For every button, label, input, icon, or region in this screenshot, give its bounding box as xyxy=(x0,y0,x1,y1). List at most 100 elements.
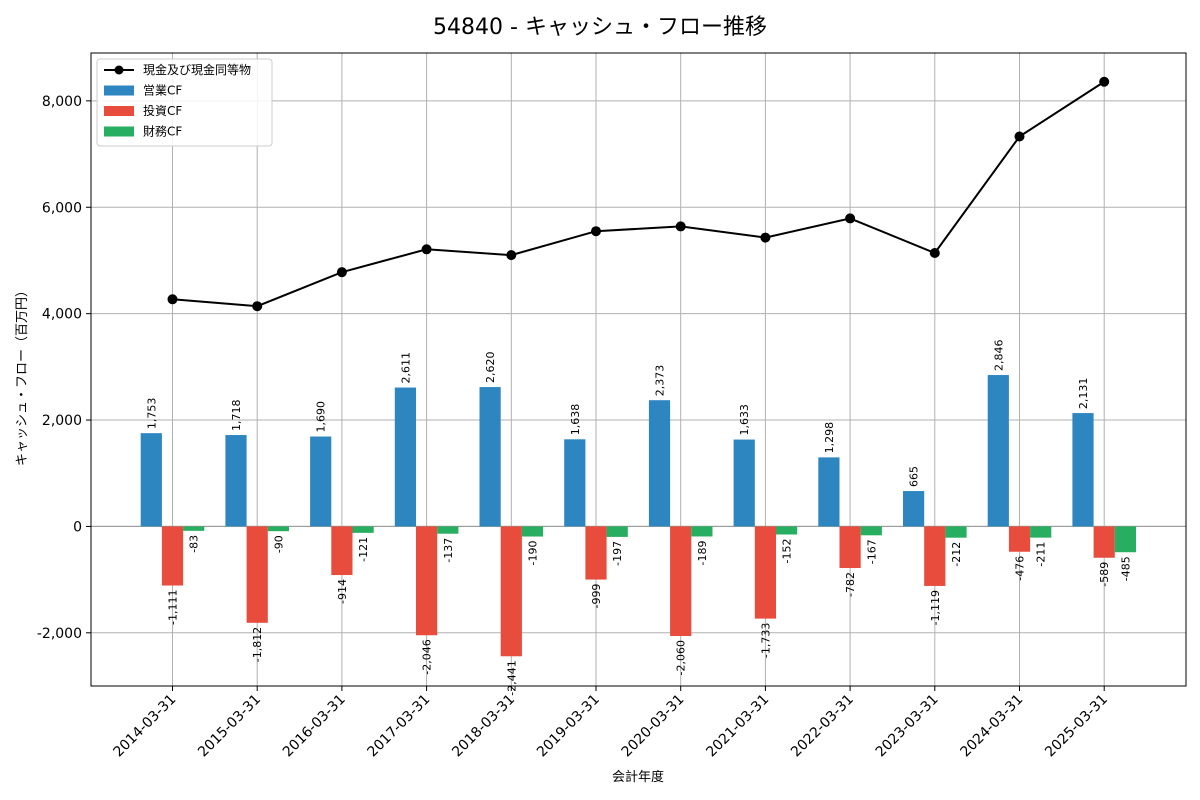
cash-line-path xyxy=(172,80,1105,308)
data-label: 665 xyxy=(908,466,921,487)
data-label: -476 xyxy=(1014,556,1027,581)
data-label: -137 xyxy=(442,538,455,563)
cash-point xyxy=(252,301,263,312)
data-label: -197 xyxy=(611,541,624,566)
x-axis-label: 会計年度 xyxy=(612,769,664,785)
bar-投資CF xyxy=(161,526,184,586)
y-tick-label: 4,000 xyxy=(42,307,82,323)
data-label: 1,718 xyxy=(230,400,243,432)
y-axis-ticks: -2,000 0 2,000 4,000 6,000 8,000 xyxy=(37,94,91,642)
bar-財務CF xyxy=(945,526,967,538)
cash-point xyxy=(506,250,517,261)
bar-財務CF xyxy=(352,526,374,533)
data-label: -212 xyxy=(950,542,963,567)
legend-label: 財務CF xyxy=(143,124,182,139)
bar-財務CF xyxy=(521,526,544,537)
data-label: -914 xyxy=(336,579,349,604)
plot-frame xyxy=(90,52,1187,687)
x-tick-label: 2022-03-31 xyxy=(788,692,857,761)
cash-point xyxy=(845,213,856,224)
data-label: 2,373 xyxy=(654,365,667,397)
bar-財務CF xyxy=(183,526,205,531)
bar-財務CF xyxy=(437,526,459,534)
legend-label: 現金及び現金同等物 xyxy=(143,62,251,77)
x-tick-label: 2014-03-31 xyxy=(110,692,179,761)
data-label: 1,638 xyxy=(569,404,582,436)
cash-point xyxy=(760,232,771,243)
data-label: -167 xyxy=(865,539,878,564)
bar-投資CF xyxy=(1093,526,1115,558)
data-label: -1,733 xyxy=(759,623,772,658)
bar-投資CF xyxy=(1008,526,1031,552)
x-tick-label: 2024-03-31 xyxy=(957,692,1026,761)
bar-財務CF xyxy=(1114,526,1136,553)
bar-投資CF xyxy=(331,526,353,576)
cash-point xyxy=(167,294,178,305)
y-axis-label: キャッシュ・フロー（百万円） xyxy=(15,284,30,466)
x-tick-label: 2019-03-31 xyxy=(534,692,603,761)
data-label: -121 xyxy=(357,537,370,562)
legend-swatch xyxy=(104,126,134,137)
bars xyxy=(140,375,1136,657)
data-label: -589 xyxy=(1098,562,1111,587)
legend-box xyxy=(96,58,273,147)
data-label: 1,753 xyxy=(145,398,158,430)
data-label: -1,119 xyxy=(929,590,942,625)
bar-営業CF xyxy=(564,439,586,527)
cash-point xyxy=(929,248,940,259)
legend-line-marker xyxy=(114,65,124,75)
data-label: -211 xyxy=(1035,542,1048,567)
x-tick-label: 2018-03-31 xyxy=(449,692,518,761)
data-labels: 1,753 1,718 1,690 2,611 2,620 1,638 2,373 1,633… xyxy=(145,340,1132,696)
cash-line xyxy=(167,76,1110,312)
x-tick-label: 2020-03-31 xyxy=(619,692,688,761)
x-tick-label: 2023-03-31 xyxy=(873,692,942,761)
bar-投資CF xyxy=(670,526,692,636)
data-label: -2,441 xyxy=(505,660,518,695)
bar-投資CF xyxy=(246,526,268,623)
data-label: -1,812 xyxy=(251,627,264,662)
y-tick-label: 6,000 xyxy=(42,200,82,216)
data-label: 1,690 xyxy=(315,401,328,433)
data-label: 1,298 xyxy=(823,422,836,454)
data-label: 2,846 xyxy=(992,340,1005,372)
data-label: 2,611 xyxy=(399,352,412,384)
bar-投資CF xyxy=(754,526,776,619)
bar-営業CF xyxy=(310,436,332,527)
bar-営業CF xyxy=(987,375,1009,527)
x-tick-label: 2015-03-31 xyxy=(195,692,264,761)
bar-営業CF xyxy=(903,491,925,527)
bar-投資CF xyxy=(416,526,438,636)
bar-営業CF xyxy=(648,400,671,527)
data-label: -189 xyxy=(696,540,709,565)
bar-営業CF xyxy=(479,387,501,527)
cash-point xyxy=(591,226,601,237)
bar-営業CF xyxy=(394,387,416,527)
bar-財務CF xyxy=(691,526,713,537)
chart-title: 54840 - キャッシュ・フロー推移 xyxy=(433,15,767,40)
cash-point xyxy=(675,221,686,232)
data-label: -190 xyxy=(527,541,540,566)
data-label: -2,046 xyxy=(421,639,434,674)
y-tick-label: -2,000 xyxy=(37,626,82,642)
legend-label: 投資CF xyxy=(143,103,182,118)
cash-point xyxy=(336,267,347,278)
bar-投資CF xyxy=(924,526,946,586)
x-tick-label: 2017-03-31 xyxy=(365,692,434,761)
cash-point xyxy=(421,244,432,255)
bar-営業CF xyxy=(733,439,755,527)
data-label: -999 xyxy=(590,584,603,609)
legend-label: 営業CF xyxy=(143,84,182,98)
data-label: 2,131 xyxy=(1077,378,1090,410)
bar-投資CF xyxy=(500,526,522,657)
bar-財務CF xyxy=(860,526,882,536)
bar-営業CF xyxy=(1072,413,1094,527)
bar-投資CF xyxy=(839,526,861,569)
bar-営業CF xyxy=(225,435,247,527)
bar-営業CF xyxy=(140,433,162,527)
x-axis-ticks: 2014-03-31 2015-03-31 2016-03-31 2017-03-31… xyxy=(110,686,1111,760)
bar-営業CF xyxy=(818,457,840,527)
cash-point xyxy=(1014,131,1025,142)
data-label: -83 xyxy=(188,535,201,553)
